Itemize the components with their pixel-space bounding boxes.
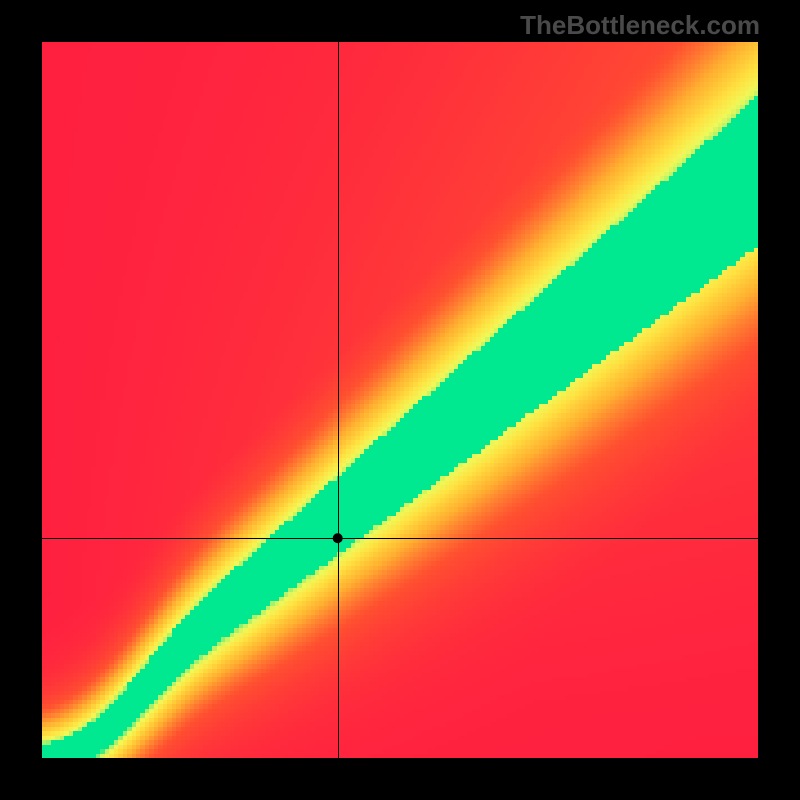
bottleneck-heatmap — [0, 0, 800, 800]
chart-container: TheBottleneck.com — [0, 0, 800, 800]
watermark-text: TheBottleneck.com — [520, 10, 760, 41]
